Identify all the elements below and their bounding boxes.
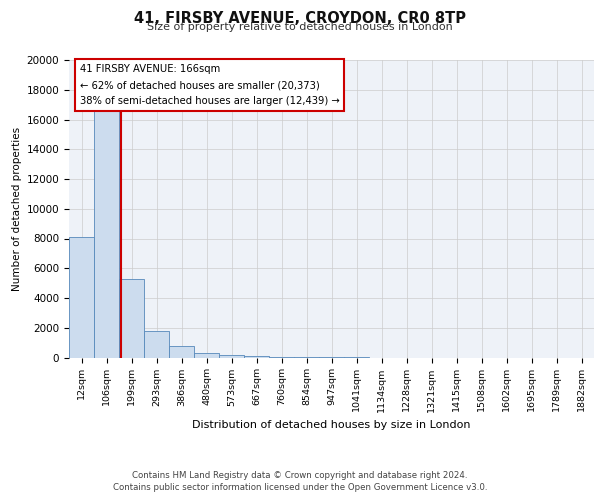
Text: 41 FIRSBY AVENUE: 166sqm
← 62% of detached houses are smaller (20,373)
38% of se: 41 FIRSBY AVENUE: 166sqm ← 62% of detach… [79, 64, 339, 106]
Bar [244, 356, 269, 358]
Bar [119, 278, 144, 357]
Text: Contains HM Land Registry data © Crown copyright and database right 2024.: Contains HM Land Registry data © Crown c… [132, 472, 468, 480]
X-axis label: Distribution of detached houses by size in London: Distribution of detached houses by size … [192, 420, 471, 430]
Text: 41, FIRSBY AVENUE, CROYDON, CR0 8TP: 41, FIRSBY AVENUE, CROYDON, CR0 8TP [134, 11, 466, 26]
Text: Contains public sector information licensed under the Open Government Licence v3: Contains public sector information licen… [113, 483, 487, 492]
Text: Size of property relative to detached houses in London: Size of property relative to detached ho… [147, 22, 453, 32]
Bar [269, 357, 294, 358]
Y-axis label: Number of detached properties: Number of detached properties [13, 126, 22, 291]
Bar [69, 237, 94, 358]
Bar [169, 346, 194, 358]
Bar [194, 353, 219, 358]
Bar [94, 112, 119, 358]
Bar [219, 356, 244, 358]
Bar [144, 330, 169, 357]
